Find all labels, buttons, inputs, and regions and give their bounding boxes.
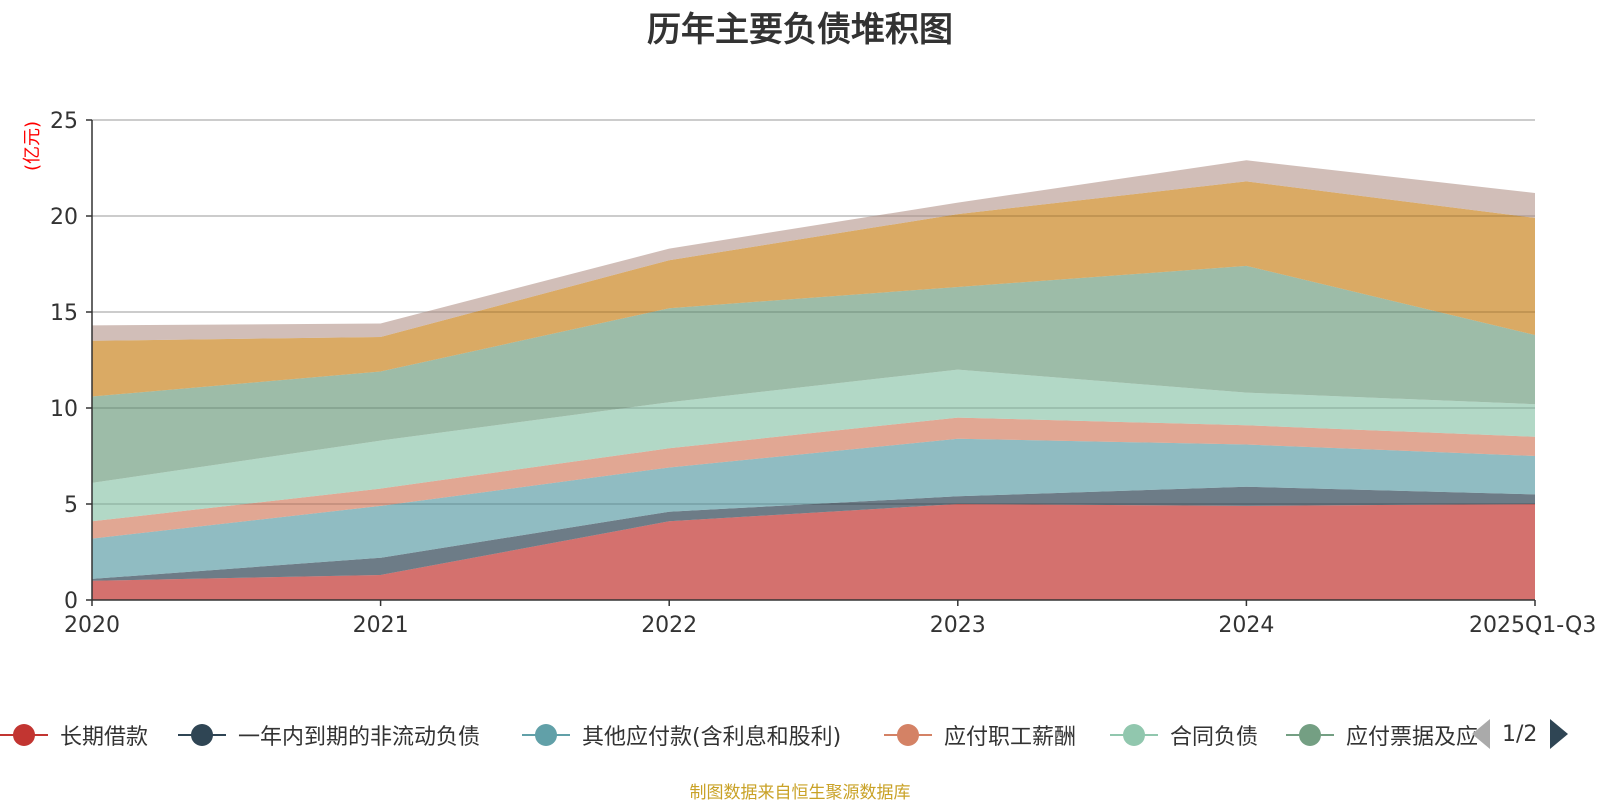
legend-label: 一年内到期的非流动负债 — [238, 725, 481, 750]
legend-marker-icon — [178, 723, 226, 747]
legend: 长期借款 一年内到期的非流动负债 其他应付款(含利息和股利) 应付职工薪酬 合同负债 应付… — [0, 717, 1600, 753]
next-page-icon[interactable] — [1550, 719, 1568, 749]
legend-label: 应付职工薪酬 — [944, 725, 1077, 750]
area-series-1[interactable] — [92, 504, 1535, 600]
legend-item-6[interactable]: 应付票据及应 — [1286, 717, 1478, 753]
legend-label: 应付票据及应 — [1346, 725, 1479, 750]
x-tick-label: 2022 — [641, 613, 697, 638]
area-series-2[interactable] — [92, 486, 1535, 581]
legend-item-2[interactable]: 一年内到期的非流动负债 — [178, 717, 480, 753]
legend-marker-icon — [522, 723, 570, 747]
stacked-area-chart: 0 5 10 15 20 25 2020 2021 2022 2023 2024 2025Q1-Q3 (… — [22, 109, 1596, 638]
y-tick-label: 20 — [50, 205, 78, 230]
legend-label: 长期借款 — [60, 725, 149, 750]
x-tick-label: 2023 — [930, 613, 986, 638]
legend-label: 合同负债 — [1170, 725, 1259, 750]
area-series-5[interactable] — [92, 369, 1535, 522]
y-tick-label: 5 — [64, 493, 78, 518]
y-tick-label: 0 — [64, 589, 78, 614]
area-series-8[interactable] — [92, 160, 1535, 341]
x-tick-label: 2021 — [353, 613, 409, 638]
axes: 0 5 10 15 20 25 2020 2021 2022 2023 2024 2025Q1-Q3 (… — [22, 109, 1596, 638]
data-source-note: 制图数据来自恒生聚源数据库 — [689, 783, 911, 803]
legend-item-4[interactable]: 应付职工薪酬 — [884, 717, 1076, 753]
legend-marker-icon — [1110, 723, 1158, 747]
legend-marker-icon — [884, 723, 932, 747]
area-series-6[interactable] — [92, 265, 1535, 483]
y-tick-label: 15 — [50, 301, 78, 326]
y-tick-label: 10 — [50, 397, 78, 422]
x-tick-label: 2025Q1-Q3 — [1469, 613, 1596, 638]
area-series-3[interactable] — [92, 438, 1535, 579]
legend-item-3[interactable]: 其他应付款(含利息和股利) — [522, 717, 841, 753]
legend-pager: 1/2 — [1472, 716, 1568, 752]
chart-title: 历年主要负债堆积图 — [647, 10, 953, 50]
area-series-7[interactable] — [92, 181, 1535, 397]
legend-item-1[interactable]: 长期借款 — [0, 717, 148, 753]
x-tick-label: 2024 — [1218, 613, 1274, 638]
y-axis-unit-label: (亿元) — [22, 121, 43, 171]
y-tick-label: 25 — [50, 109, 78, 134]
area-series-4[interactable] — [92, 417, 1535, 539]
x-tick-label: 2020 — [64, 613, 120, 638]
area-series — [92, 119, 1535, 600]
legend-marker-icon — [0, 723, 48, 747]
page-indicator: 1/2 — [1502, 721, 1538, 747]
legend-marker-icon — [1286, 723, 1334, 747]
legend-item-5[interactable]: 合同负债 — [1110, 717, 1258, 753]
legend-label: 其他应付款(含利息和股利) — [582, 725, 842, 750]
prev-page-icon[interactable] — [1472, 719, 1490, 749]
